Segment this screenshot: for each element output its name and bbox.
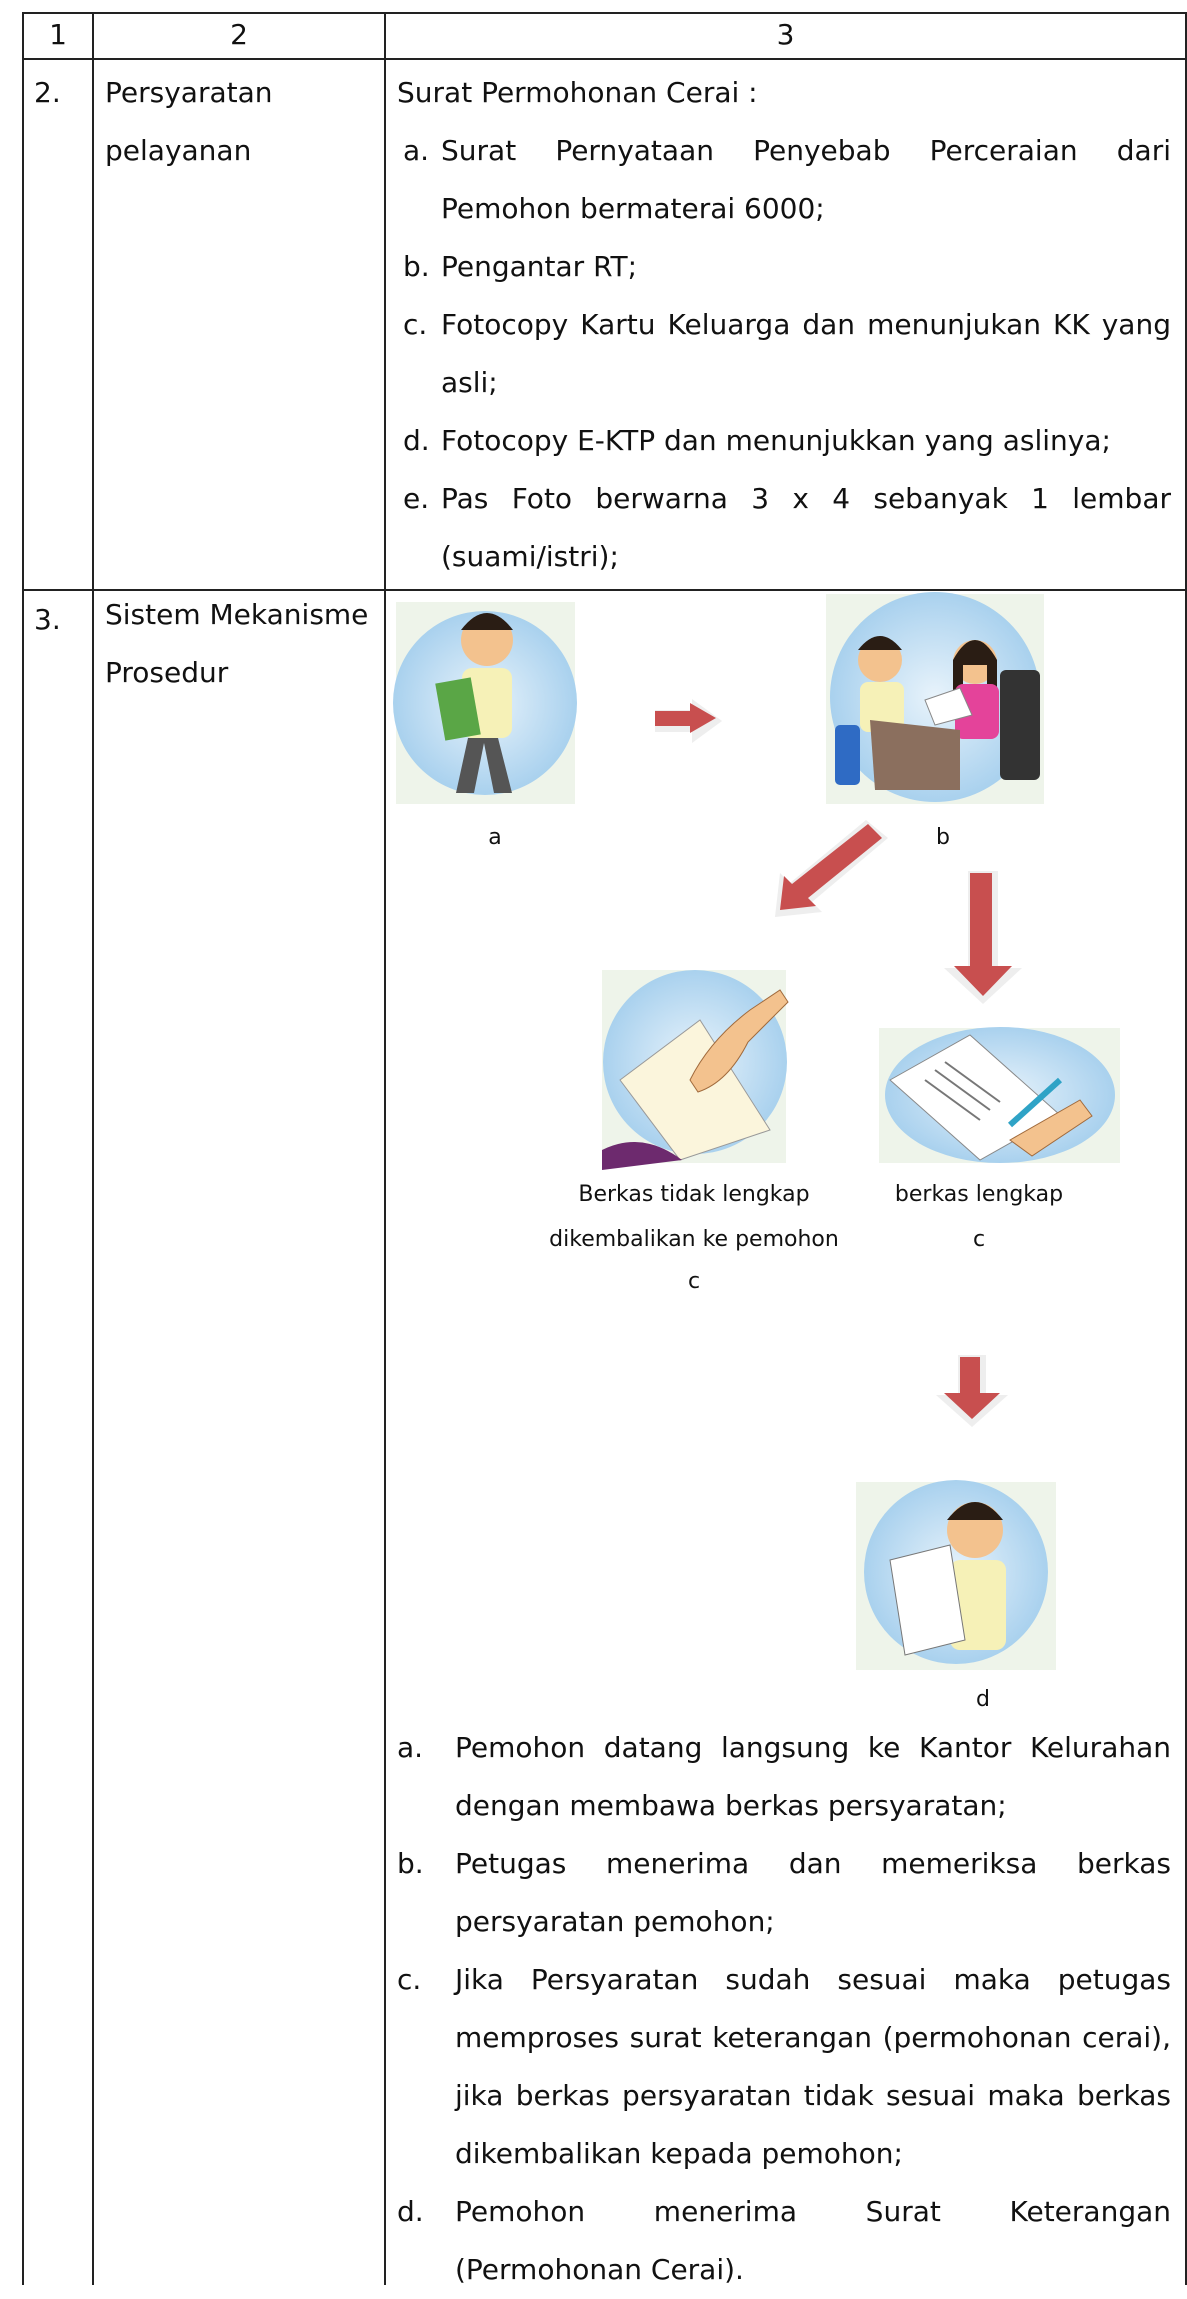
row-label: Persyaratan pelayanan — [105, 76, 273, 167]
diagram-caption: Berkas tidak lengkap — [578, 1182, 810, 1207]
header-cell: 2 — [230, 18, 248, 51]
list-marker: b. — [403, 250, 430, 283]
list-text: Pengantar RT; — [441, 250, 638, 283]
arrow — [655, 699, 722, 743]
list-item: b. Pengantar RT; — [403, 238, 1171, 296]
row-label: Sistem Mekanisme Prosedur — [105, 598, 369, 689]
arrow — [775, 820, 888, 917]
illustration-complete-file — [879, 1027, 1120, 1163]
list-item: e. Pas Foto berwarna 3 x 4 sebanyak 1 lem… — [403, 470, 1171, 586]
procedure-list: a. Pemohon datang langsung ke Kantor Kelu… — [397, 1719, 1171, 2299]
list-marker: c. — [397, 1963, 422, 1996]
list-item: c. Jika Persyaratan sudah sesuai maka pet… — [397, 1951, 1171, 2183]
table-border — [92, 12, 94, 2285]
table-border — [384, 12, 386, 2285]
table-border — [22, 58, 1187, 60]
list-text: Pas Foto berwarna 3 x 4 sebanyak 1 lemba… — [441, 482, 1171, 573]
row-number: 3. — [34, 603, 61, 636]
list-item: d. Fotocopy E-KTP dan menunjukkan yang as… — [403, 412, 1171, 470]
requirement-list: a. Surat Pernyataan Penyebab Perceraian d… — [403, 122, 1171, 586]
list-marker: a. — [397, 1731, 424, 1764]
diagram-caption: c — [972, 1227, 986, 1252]
list-marker: a. — [403, 134, 430, 167]
diagram-caption: a — [488, 825, 502, 850]
table-border — [22, 589, 1187, 591]
row-number: 2. — [34, 76, 61, 109]
illustration-officer — [826, 592, 1044, 804]
diagram-caption: berkas lengkap — [894, 1182, 1064, 1207]
list-text: Jika Persyaratan sudah sesuai maka petug… — [455, 1963, 1171, 2170]
list-item: a. Surat Pernyataan Penyebab Perceraian d… — [403, 122, 1171, 238]
diagram-caption: b — [936, 825, 950, 850]
list-item: a. Pemohon datang langsung ke Kantor Kelu… — [397, 1719, 1171, 1835]
list-marker: c. — [403, 308, 428, 341]
list-marker: d. — [403, 424, 430, 457]
table-border — [22, 12, 24, 2285]
list-marker: d. — [397, 2195, 424, 2228]
list-text: Fotocopy E-KTP dan menunjukkan yang asli… — [441, 424, 1111, 457]
list-marker: e. — [403, 482, 430, 515]
list-text: Petugas menerima dan memeriksa berkas pe… — [455, 1847, 1171, 1938]
illustration-returned-file — [602, 970, 789, 1170]
arrow — [944, 871, 1022, 1004]
list-item: d. Pemohon menerima Surat Keterangan (Per… — [397, 2183, 1171, 2299]
header-cell: 1 — [49, 18, 67, 51]
diagram-caption: c — [687, 1269, 701, 1294]
list-marker: b. — [397, 1847, 424, 1880]
arrow — [936, 1355, 1008, 1427]
diagram-caption: dikembalikan ke pemohon — [549, 1227, 839, 1252]
list-item: c. Fotocopy Kartu Keluarga dan menunjukan… — [403, 296, 1171, 412]
table-border — [22, 12, 1187, 14]
list-item: b. Petugas menerima dan memeriksa berkas … — [397, 1835, 1171, 1951]
table-border — [1185, 12, 1187, 2285]
illustration-receiving — [856, 1480, 1056, 1670]
list-text: Surat Pernyataan Penyebab Perceraian dar… — [441, 134, 1171, 225]
header-cell: 3 — [776, 18, 795, 51]
illustration-applicant — [393, 602, 577, 804]
list-intro: Surat Permohonan Cerai : — [397, 76, 758, 109]
list-text: Fotocopy Kartu Keluarga dan menunjukan K… — [441, 308, 1171, 399]
list-text: Pemohon menerima Surat Keterangan (Permo… — [455, 2195, 1171, 2286]
diagram-caption: d — [976, 1687, 990, 1712]
list-text: Pemohon datang langsung ke Kantor Kelura… — [455, 1731, 1171, 1822]
